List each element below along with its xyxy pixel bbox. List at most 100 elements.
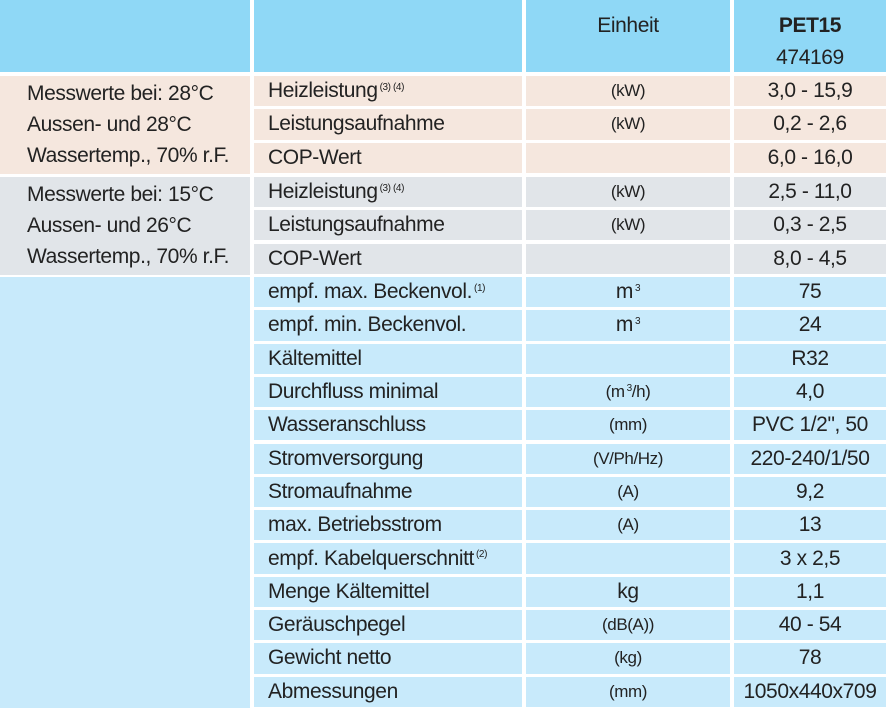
condition-line: Wassertemp., 70% r.F. (27, 245, 230, 269)
row-unit: (kW) (526, 76, 730, 107)
unit: (A) (617, 515, 639, 535)
row-value: 9,2 (734, 476, 886, 508)
row-value: 78 (734, 643, 886, 674)
row-parameter: Abmessungen (254, 676, 522, 707)
article-number: 474169 (776, 46, 844, 69)
row-value: 220-240/1/50 (734, 443, 886, 474)
unit: m (615, 313, 633, 337)
unit-tail: /h) (631, 382, 651, 402)
row-unit: (kW) (526, 210, 730, 241)
unit: (V/Ph/Hz) (592, 448, 664, 468)
row-unit: (A) (526, 476, 730, 508)
footnote-ref: (2) (476, 549, 488, 561)
row-value: 1050x440x709 (734, 676, 886, 707)
parameter-name: Stromaufnahme (268, 479, 413, 503)
parameter-name: Geräuschpegel (268, 613, 406, 637)
row-unit (526, 142, 730, 173)
row-value: 1,1 (734, 576, 886, 607)
row-parameter: Stromversorgung (254, 443, 522, 474)
row-parameter: Stromaufnahme (254, 476, 522, 508)
parameter-name: Heizleistung (268, 79, 378, 103)
row-value: 3 x 2,5 (734, 543, 886, 574)
parameter-name: Menge Kältemittel (268, 579, 430, 603)
row-parameter: Wasseranschluss (254, 410, 522, 441)
unit-exponent: 3 (634, 282, 641, 294)
unit: (A) (617, 481, 639, 501)
row-unit: (kW) (526, 176, 730, 208)
row-parameter: Kältemittel (254, 343, 522, 374)
unit: (dB(A)) (602, 615, 654, 635)
unit: (mm) (608, 415, 648, 435)
unit: (kg) (614, 648, 642, 668)
parameter-name: COP-Wert (268, 145, 362, 169)
row-value: 0,2 - 2,6 (734, 109, 886, 140)
header-model: PET15 474169 (734, 0, 886, 72)
row-unit: (m 3/h) (526, 376, 730, 408)
row-parameter: empf. min. Beckenvol. (254, 310, 522, 341)
measurement-conditions: Messwerte bei: 28°C Aussen- und 28°C Wasse… (0, 76, 250, 174)
row-value: 24 (734, 310, 886, 341)
row-value: 3,0 - 15,9 (734, 76, 886, 107)
unit-exponent: 3 (634, 315, 641, 327)
parameter-name: Leistungsaufnahme (268, 112, 445, 136)
row-unit: (V/Ph/Hz) (526, 443, 730, 474)
row-value: 8,0 - 4,5 (734, 243, 886, 274)
unit: kg (617, 579, 639, 603)
condition-line: Wassertemp., 70% r.F. (27, 144, 230, 168)
row-unit: (mm) (526, 676, 730, 707)
parameter-name: Kältemittel (268, 346, 362, 370)
row-value: PVC 1/2", 50 (734, 410, 886, 441)
parameter-name: Heizleistung (268, 180, 378, 204)
parameter-name: Abmessungen (268, 679, 398, 703)
row-parameter: Durchfluss minimal (254, 376, 522, 408)
parameter-name: max. Betriebsstrom (268, 513, 442, 537)
row-parameter: Leistungsaufnahme (254, 210, 522, 241)
unit: (mm) (608, 681, 648, 701)
model-name: PET15 (778, 14, 842, 37)
parameter-name: Leistungsaufnahme (268, 213, 445, 237)
unit: (m (605, 382, 625, 402)
row-parameter: empf. Kabelquerschnitt (2) (254, 543, 522, 574)
row-parameter: COP-Wert (254, 243, 522, 274)
row-value: 13 (734, 510, 886, 541)
footnote-ref: (1) (474, 282, 486, 294)
footnote-ref: (3) (4) (379, 81, 405, 93)
row-value: 6,0 - 16,0 (734, 142, 886, 173)
row-value: R32 (734, 343, 886, 374)
header-unit: Einheit (526, 0, 730, 72)
parameter-name: COP-Wert (268, 246, 362, 270)
row-unit (526, 343, 730, 374)
footnote-ref: (3) (4) (379, 182, 405, 194)
condition-line: Aussen- und 26°C (27, 213, 192, 237)
parameter-name: Wasseranschluss (268, 413, 426, 437)
condition-line: Aussen- und 28°C (27, 112, 192, 136)
row-unit (526, 243, 730, 274)
row-parameter: COP-Wert (254, 142, 522, 173)
header-empty-2 (254, 0, 522, 72)
row-value: 40 - 54 (734, 610, 886, 641)
side-empty (0, 277, 250, 708)
parameter-name: empf. min. Beckenvol. (268, 313, 467, 337)
header-empty-1 (0, 0, 250, 72)
row-unit: (kg) (526, 643, 730, 674)
parameter-name: Stromversorgung (268, 446, 424, 470)
measurement-conditions: Messwerte bei: 15°C Aussen- und 26°C Wasse… (0, 176, 250, 275)
row-unit: (kW) (526, 109, 730, 140)
unit: m (615, 280, 633, 304)
parameter-name: empf. max. Beckenvol. (268, 280, 473, 304)
row-parameter: Menge Kältemittel (254, 576, 522, 607)
row-unit: (mm) (526, 410, 730, 441)
row-parameter: Gewicht netto (254, 643, 522, 674)
row-unit: (dB(A)) (526, 610, 730, 641)
parameter-name: Durchfluss minimal (268, 380, 439, 404)
row-unit (526, 543, 730, 574)
condition-line: Messwerte bei: 28°C (27, 81, 214, 105)
row-parameter: max. Betriebsstrom (254, 510, 522, 541)
row-unit: kg (526, 576, 730, 607)
unit-exponent: 3 (626, 382, 633, 394)
row-parameter: Heizleistung (3) (4) (254, 176, 522, 208)
row-unit: (A) (526, 510, 730, 541)
